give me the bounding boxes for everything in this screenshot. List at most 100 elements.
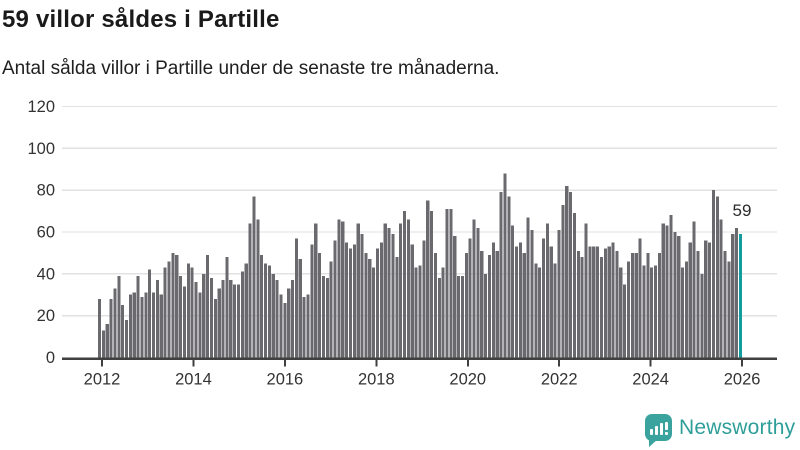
- bar: [657, 252, 661, 358]
- bar: [186, 263, 190, 358]
- bar: [634, 252, 638, 358]
- bar: [569, 192, 573, 358]
- bar: [549, 246, 553, 358]
- bar: [545, 223, 549, 358]
- newsworthy-brand-text: Newsworthy: [679, 415, 796, 439]
- bar: [484, 273, 488, 358]
- bar: [623, 284, 627, 358]
- bar: [267, 265, 271, 358]
- bar: [360, 234, 364, 358]
- bar: [472, 219, 476, 358]
- bar: [318, 252, 322, 358]
- x-tick-label-2020: 2020: [449, 371, 486, 389]
- bar: [132, 292, 136, 358]
- bar: [148, 269, 152, 358]
- bar: [163, 267, 167, 358]
- bar: [711, 190, 716, 358]
- bar: [437, 278, 441, 358]
- x-tick-label-2012: 2012: [84, 371, 121, 389]
- bar: [580, 257, 584, 358]
- bar: [449, 208, 453, 358]
- bar: [128, 294, 132, 358]
- bar: [375, 248, 380, 358]
- bar: [503, 173, 507, 358]
- bar: [430, 211, 434, 358]
- bar: [530, 229, 534, 358]
- bar: [109, 298, 113, 358]
- bar: [391, 234, 395, 358]
- bar: [240, 271, 244, 358]
- bar: [271, 273, 275, 358]
- y-tick-label-40: 40: [37, 265, 55, 283]
- y-tick-label-100: 100: [27, 140, 55, 158]
- bar: [325, 278, 329, 358]
- bar: [650, 267, 654, 358]
- chart-subtitle: Antal sålda villor i Partille under de s…: [2, 58, 500, 79]
- bar: [696, 250, 700, 358]
- y-tick-label-0: 0: [46, 349, 55, 367]
- bar: [576, 250, 580, 358]
- bar: [514, 246, 519, 358]
- bar: [345, 242, 349, 358]
- bar: [283, 303, 287, 358]
- bar: [352, 244, 356, 358]
- bar: [229, 280, 233, 358]
- bar: [275, 280, 279, 358]
- bar: [182, 286, 187, 358]
- bar: [611, 242, 615, 358]
- bar: [403, 211, 407, 358]
- bar: [684, 261, 688, 358]
- bar: [646, 252, 650, 358]
- bar: [661, 223, 665, 358]
- bar: [723, 250, 727, 358]
- bar: [256, 219, 260, 358]
- chart-title: 59 villor såldes i Partille: [2, 6, 280, 33]
- bar: [588, 246, 592, 358]
- bar: [630, 252, 634, 358]
- bar: [669, 215, 673, 358]
- bar: [468, 238, 472, 358]
- bar: [665, 225, 669, 358]
- bar: [681, 267, 685, 358]
- bar: [426, 200, 430, 358]
- bar: [140, 296, 144, 358]
- bar: [704, 240, 708, 358]
- bar: [592, 246, 596, 358]
- bar: [553, 263, 557, 358]
- newsworthy-logo[interactable]: Newsworthy: [645, 414, 796, 447]
- bar: [453, 236, 457, 358]
- bar: [117, 275, 121, 358]
- bar: [719, 219, 723, 358]
- bar: [198, 292, 202, 358]
- bar: [476, 227, 480, 358]
- bar: [179, 275, 183, 358]
- bar: [260, 254, 264, 358]
- bar: [209, 278, 214, 358]
- bar: [144, 292, 148, 358]
- bar: [206, 254, 210, 358]
- bar: [607, 246, 611, 358]
- y-tick-label-60: 60: [37, 223, 55, 241]
- bar: [460, 275, 465, 358]
- bar: [310, 244, 314, 358]
- bar: [248, 223, 252, 358]
- bar: [480, 250, 484, 358]
- newsworthy-logo-icon: [645, 414, 672, 447]
- bar: [321, 275, 326, 358]
- bar: [418, 265, 422, 358]
- bar: [379, 242, 383, 358]
- bar: [518, 242, 522, 358]
- bar: [233, 284, 237, 358]
- bar: [511, 225, 515, 358]
- bar: [615, 250, 619, 358]
- last-value-label: 59: [732, 201, 752, 220]
- bar: [155, 280, 159, 358]
- bar: [194, 282, 198, 358]
- bar: [221, 280, 225, 358]
- x-tick-label-2022: 2022: [541, 371, 578, 389]
- bar: [599, 257, 604, 358]
- bar: [105, 324, 109, 358]
- bar: [735, 227, 739, 358]
